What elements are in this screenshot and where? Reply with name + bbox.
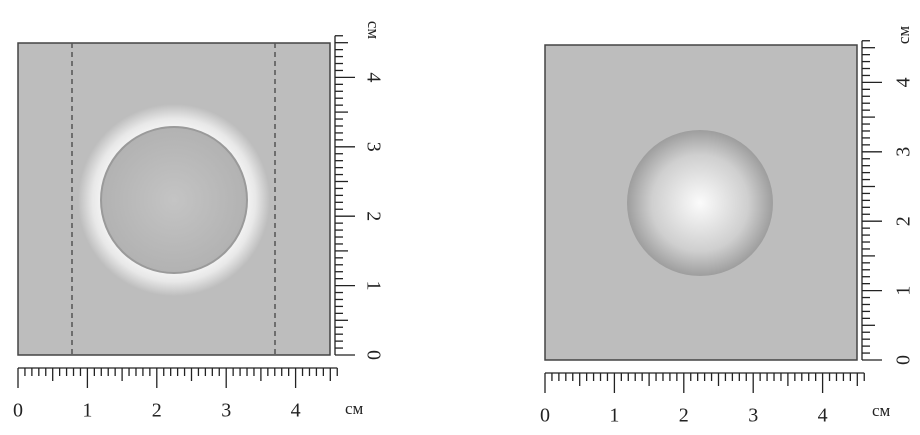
x-tick-label: 4 (818, 405, 828, 427)
disk (101, 127, 247, 273)
y-tick-label: 4 (362, 72, 384, 82)
x-tick-label: 1 (609, 405, 619, 427)
x-unit: см (345, 399, 364, 418)
y-tick-label: 3 (893, 147, 915, 157)
x-tick-label: 2 (679, 405, 689, 427)
y-tick-label: 2 (893, 216, 915, 226)
y-tick-label: 0 (893, 355, 915, 365)
y-tick-label: 3 (362, 142, 384, 152)
y-unit: см (364, 21, 383, 40)
x-tick-label: 0 (13, 400, 23, 422)
x-tick-label: 3 (748, 405, 758, 427)
y-tick-label: 2 (362, 211, 384, 221)
y-tick-label: 4 (893, 77, 915, 87)
x-tick-label: 0 (540, 405, 550, 427)
x-tick-label: 1 (82, 400, 92, 422)
x-unit: см (872, 401, 891, 420)
y-tick-label: 1 (362, 281, 384, 291)
figure: 0 1 2 3 4 0 1 2 3 4 см см 0 1 2 3 4 0 1 2 3 4 см см (0, 0, 920, 435)
y-unit: см (894, 26, 913, 45)
x-tick-label: 3 (221, 400, 231, 422)
sphere (627, 130, 773, 276)
y-tick-label: 1 (893, 286, 915, 296)
x-tick-label: 2 (152, 400, 162, 422)
y-tick-label: 0 (362, 350, 384, 360)
x-tick-label: 4 (291, 400, 301, 422)
